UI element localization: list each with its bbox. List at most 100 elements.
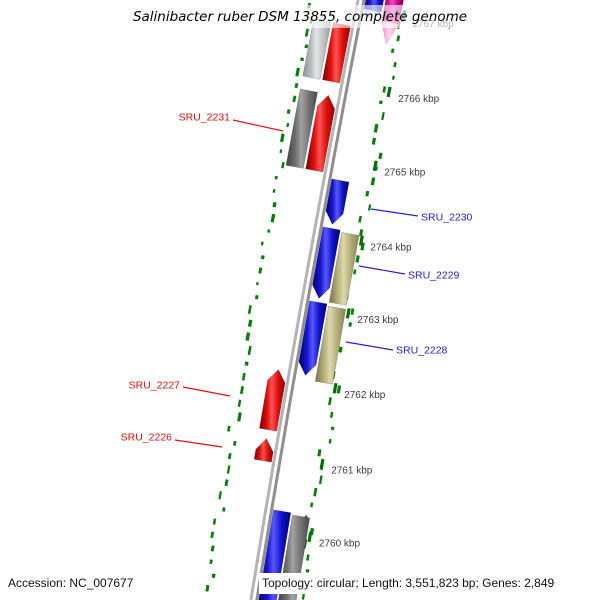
gc-plot-dash xyxy=(247,305,252,315)
gc-plot-dash xyxy=(260,241,264,246)
position-label: 2761 kbp xyxy=(331,466,373,477)
gc-plot-dash xyxy=(244,361,249,366)
gc-plot-dash xyxy=(348,322,353,327)
gc-plot-dash xyxy=(241,372,246,381)
gc-plot-dash xyxy=(247,345,252,356)
gc-plot-dash xyxy=(205,584,210,592)
gc-plot-dash xyxy=(306,554,310,561)
gc-plot-dash xyxy=(272,201,277,208)
status-topology: Topology: circular; Length: 3,551,823 bp… xyxy=(259,573,560,594)
ruler-tick xyxy=(386,86,392,98)
gc-plot-dash xyxy=(393,61,397,68)
gc-plot-dash xyxy=(222,507,226,512)
gc-plot-dash xyxy=(209,559,213,565)
gc-plot-dash xyxy=(391,75,395,80)
ruler-tick xyxy=(372,160,378,172)
gene-olive-lower[interactable] xyxy=(314,305,347,385)
genome-backbone-outer-line xyxy=(249,0,360,600)
gc-plot-dash xyxy=(260,255,265,260)
ruler-tick xyxy=(345,308,351,319)
gene-label-SRU_2231[interactable]: SRU_2231 xyxy=(179,112,231,124)
leader-line-SRU_2227 xyxy=(182,386,231,397)
gc-plot-dash xyxy=(294,82,299,89)
gc-plot-dash xyxy=(295,67,300,77)
gc-plot-dash xyxy=(373,123,379,133)
gc-plot-dash xyxy=(358,215,362,223)
gene-olive-upper[interactable] xyxy=(328,232,360,306)
gene-sru2230[interactable] xyxy=(325,178,350,225)
gc-plot-dash xyxy=(247,319,253,327)
leader-line-SRU_2228 xyxy=(345,341,394,351)
gc-plot-dash xyxy=(381,111,385,121)
gene-label-SRU_2229[interactable]: SRU_2229 xyxy=(408,270,460,282)
gc-plot-dash xyxy=(226,465,231,474)
gene-sru2229[interactable] xyxy=(312,226,341,299)
gc-plot-dash xyxy=(274,175,278,180)
gene-label-SRU_2226[interactable]: SRU_2226 xyxy=(121,432,173,444)
gc-plot-dash xyxy=(270,213,276,223)
gc-plot-dash xyxy=(254,294,259,300)
gc-plot-dash xyxy=(390,48,395,54)
position-label: 2762 kbp xyxy=(344,390,386,401)
gene-label-SRU_2230[interactable]: SRU_2230 xyxy=(421,212,473,224)
gc-plot-dash xyxy=(279,149,283,154)
gene-sru2231-gray[interactable] xyxy=(285,88,318,169)
gc-plot-dash xyxy=(227,425,231,432)
gc-plot-dash xyxy=(210,531,215,539)
gc-plot-dash xyxy=(317,449,322,457)
gc-plot-dash xyxy=(318,475,323,485)
gc-plot-dash xyxy=(212,518,217,525)
position-label: 2760 kbp xyxy=(319,539,361,550)
genome-backbone-inner-line xyxy=(255,0,366,600)
leader-line-SRU_2231 xyxy=(232,119,284,132)
gc-plot-dash xyxy=(280,133,285,143)
ruler-tick xyxy=(307,531,313,543)
gc-plot-dash xyxy=(210,545,215,552)
gc-plot-dash xyxy=(300,57,304,62)
title-band: Salinibacter ruber DSM 13855, complete g… xyxy=(118,5,482,28)
ruler-tick xyxy=(358,235,364,246)
gc-plot-dash xyxy=(365,190,370,197)
gene-label-SRU_2227[interactable]: SRU_2227 xyxy=(129,380,181,392)
gc-plot-dash xyxy=(350,308,355,315)
gc-plot-dash xyxy=(267,229,271,233)
gc-plot-dash xyxy=(218,491,222,500)
gc-plot-dash xyxy=(371,137,377,145)
gene-sru2228[interactable] xyxy=(298,300,328,376)
leader-line-SRU_2230 xyxy=(370,208,419,217)
gc-plot-dash xyxy=(224,479,229,487)
gc-plot-dash xyxy=(370,177,376,186)
gc-plot-dash xyxy=(329,411,334,418)
ruler-tick xyxy=(319,458,325,470)
gc-plot-dash xyxy=(359,229,364,237)
gene-sru2231[interactable] xyxy=(305,94,336,173)
gc-plot-dash xyxy=(237,399,242,408)
gene-sru2226[interactable] xyxy=(253,438,274,463)
gc-plot-dash xyxy=(232,440,237,446)
position-label: 2765 kbp xyxy=(384,168,426,179)
gc-plot-dash xyxy=(281,161,285,169)
gc-plot-dash xyxy=(328,397,332,406)
gc-plot-dash xyxy=(382,86,387,93)
position-label: 2763 kbp xyxy=(357,315,399,326)
position-label: 2766 kbp xyxy=(398,94,440,105)
leader-line-SRU_2226 xyxy=(174,439,223,448)
gc-plot-dash xyxy=(330,426,335,431)
leader-line-SRU_2229 xyxy=(358,265,406,275)
gc-plot-dash xyxy=(304,28,309,37)
gc-plot-dash xyxy=(338,346,343,353)
gc-plot-dash xyxy=(258,267,263,274)
gene-sru2227[interactable] xyxy=(259,369,286,432)
gc-plot-dash xyxy=(310,502,314,508)
gene-label-SRU_2228[interactable]: SRU_2228 xyxy=(396,345,448,357)
position-label: 2764 kbp xyxy=(370,242,412,253)
gc-plot-dash xyxy=(396,35,401,42)
gc-plot-dash xyxy=(256,281,259,286)
map-title: Salinibacter ruber DSM 13855, complete g… xyxy=(132,8,468,25)
gc-plot-dash xyxy=(211,573,216,579)
gc-plot-dash xyxy=(355,255,360,263)
gc-plot-dash xyxy=(245,332,251,341)
status-accession: Accession: NC_007677 xyxy=(4,573,139,594)
